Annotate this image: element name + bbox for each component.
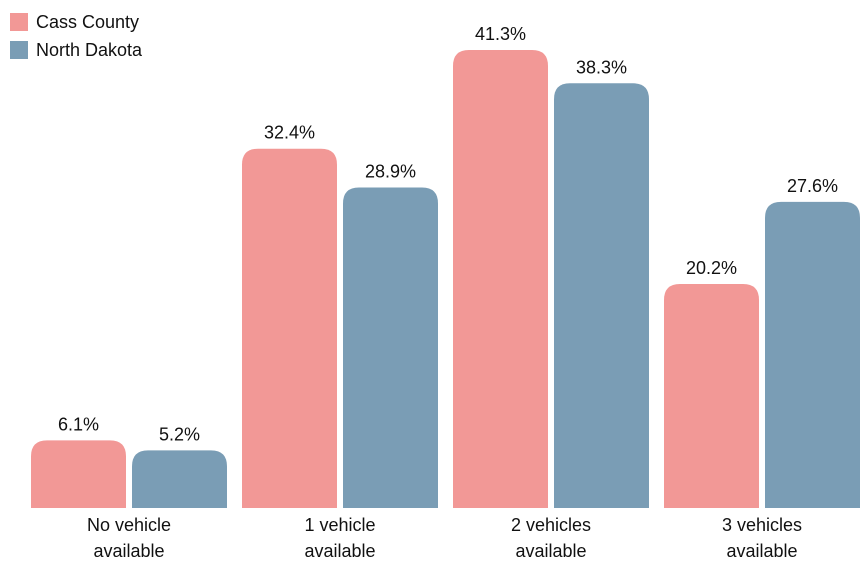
legend-item-north-dakota: North Dakota [10, 36, 142, 64]
value-label-cass-county-3-vehicles-available: 20.2% [686, 258, 737, 278]
bar-north-dakota-3-vehicles-available [765, 201, 860, 508]
value-label-cass-county-1-vehicle-available: 32.4% [264, 123, 315, 143]
category-label-no-vehicle-available: No vehicle available [87, 515, 171, 561]
value-label-north-dakota-2-vehicles-available: 38.3% [576, 57, 627, 77]
value-label-cass-county-no-vehicle-available: 6.1% [58, 414, 99, 434]
bar-north-dakota-no-vehicle-available [132, 450, 227, 508]
bar-cass-county-1-vehicle-available [242, 148, 337, 509]
category-label-3-vehicles-available: 3 vehicles available [722, 515, 802, 561]
bar-cass-county-no-vehicle-available [31, 440, 126, 508]
legend: Cass County North Dakota [10, 8, 142, 64]
value-label-north-dakota-3-vehicles-available: 27.6% [787, 176, 838, 196]
legend-item-cass-county: Cass County [10, 8, 142, 36]
bar-north-dakota-1-vehicle-available [343, 187, 438, 508]
legend-swatch-cass-county [10, 13, 28, 31]
category-label-2-vehicles-available: 2 vehicles available [511, 515, 591, 561]
category-label-1-vehicle-available: 1 vehicle available [304, 515, 375, 561]
value-label-cass-county-2-vehicles-available: 41.3% [475, 24, 526, 44]
bar-north-dakota-2-vehicles-available [554, 83, 649, 508]
legend-label-north-dakota: North Dakota [36, 40, 143, 60]
legend-label-cass-county: Cass County [36, 12, 140, 32]
bar-cass-county-3-vehicles-available [664, 283, 759, 508]
value-label-north-dakota-no-vehicle-available: 5.2% [159, 424, 200, 444]
legend-swatch-north-dakota [10, 41, 28, 59]
bar-cass-county-2-vehicles-available [453, 50, 548, 508]
value-label-north-dakota-1-vehicle-available: 28.9% [365, 162, 416, 182]
